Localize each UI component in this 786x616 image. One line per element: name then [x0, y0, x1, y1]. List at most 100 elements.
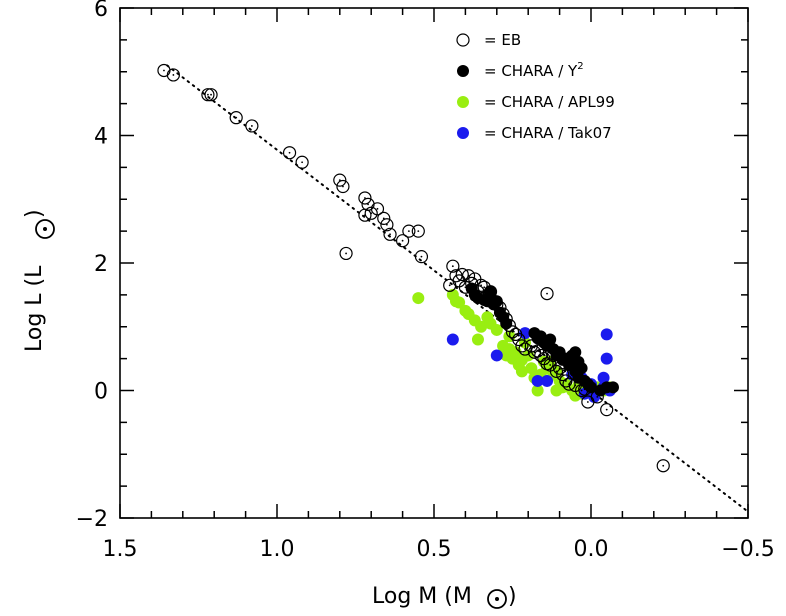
data-point-center — [235, 116, 238, 119]
data-point — [490, 295, 503, 308]
legend-item-eb: = EB — [456, 31, 521, 49]
data-point-center — [288, 151, 291, 154]
data-point — [295, 155, 309, 169]
data-point — [377, 211, 391, 225]
data-point — [465, 276, 479, 290]
data-point — [499, 312, 513, 326]
legend-item-chara-y2: = CHARA / Y2 — [457, 61, 584, 80]
data-point — [446, 333, 459, 346]
data-point-center — [386, 223, 388, 226]
data-point-center — [546, 292, 548, 295]
data-point — [490, 297, 504, 312]
y-axis-label: Log L (L ) — [22, 209, 55, 352]
data-point — [544, 333, 557, 346]
legend-marker-chara-apl99 — [457, 96, 469, 108]
plot-frame — [119, 7, 749, 519]
data-point-center — [539, 354, 542, 357]
data-point — [556, 367, 570, 382]
legend-marker-chara-tak07 — [457, 127, 469, 139]
y-tick-label: 2 — [94, 252, 108, 277]
data-point-center — [345, 252, 347, 255]
data-point — [490, 349, 503, 362]
data-point-center — [549, 364, 552, 366]
sun-symbol-icon — [487, 589, 507, 609]
y-tick-label: 6 — [94, 0, 108, 22]
data-point-center — [521, 344, 523, 347]
data-point-center — [163, 69, 165, 72]
data-point-center — [367, 203, 369, 206]
data-point — [483, 285, 498, 299]
data-point — [461, 269, 476, 283]
axis-ticks — [119, 7, 749, 519]
data-point-center — [172, 74, 175, 76]
data-point-center — [492, 300, 495, 303]
data-point-center — [662, 464, 665, 467]
data-point — [550, 384, 563, 397]
data-point — [411, 224, 425, 238]
y-tick-label: −2 — [76, 507, 108, 532]
data-point-center — [389, 233, 391, 236]
series-0 — [157, 63, 670, 473]
data-point — [574, 383, 589, 398]
data-point — [201, 88, 215, 102]
data-point — [512, 332, 526, 347]
y-tick-label: 4 — [94, 125, 108, 150]
data-point — [402, 224, 416, 238]
data-point — [396, 234, 410, 248]
legend-label-chara-tak07: = CHARA / Tak07 — [484, 124, 612, 142]
data-point-center — [250, 125, 253, 127]
data-point — [474, 278, 488, 292]
data-point — [600, 352, 613, 365]
data-point — [229, 111, 243, 125]
data-point — [490, 323, 503, 336]
data-point — [370, 202, 385, 216]
data-point — [569, 346, 582, 359]
data-point — [380, 218, 394, 232]
data-point — [597, 371, 610, 384]
data-point — [455, 267, 469, 282]
data-point-center — [564, 380, 567, 382]
data-points — [157, 63, 670, 473]
axis-tick-labels: 1.5 1.0 0.5 0.0 −0.5 −2 0 2 4 6 — [76, 0, 775, 562]
data-point — [572, 355, 585, 368]
data-point-center — [420, 255, 423, 258]
data-point — [606, 381, 619, 394]
data-point-center — [451, 265, 454, 268]
data-point-center — [448, 284, 451, 287]
series-1 — [465, 282, 619, 397]
data-point — [656, 459, 670, 473]
data-point — [282, 146, 297, 160]
data-point — [562, 377, 576, 391]
legend-label-chara-y2-wrap: = CHARA / Y2 — [484, 61, 584, 80]
data-point-center — [207, 93, 209, 96]
legend-item-chara-apl99: = CHARA / APL99 — [457, 93, 615, 111]
data-point — [531, 374, 544, 387]
data-point — [443, 278, 457, 292]
data-point — [358, 208, 372, 222]
data-point — [540, 287, 554, 301]
data-point-center — [586, 401, 589, 403]
data-point — [519, 327, 532, 340]
data-point — [518, 342, 532, 356]
legend-label-eb: = EB — [484, 31, 521, 49]
data-point — [600, 328, 613, 341]
x-tick-label: 0.0 — [574, 537, 609, 562]
data-point-center — [210, 93, 212, 96]
data-point-center — [364, 214, 366, 217]
legend-label-chara-apl99: = CHARA / APL99 — [484, 93, 615, 111]
data-point — [525, 362, 538, 375]
data-point — [336, 179, 350, 194]
data-point — [204, 88, 218, 102]
data-point — [471, 333, 484, 346]
data-point — [339, 246, 353, 261]
data-point-center — [473, 278, 476, 280]
legend-marker-eb — [456, 33, 470, 47]
data-point — [541, 374, 554, 387]
x-axis-label: Log M (M ) — [372, 584, 517, 609]
data-point — [552, 361, 567, 375]
data-point — [515, 365, 528, 378]
x-tick-label: 1.5 — [103, 537, 138, 562]
data-point-center — [552, 354, 555, 357]
data-point-center — [605, 408, 608, 411]
